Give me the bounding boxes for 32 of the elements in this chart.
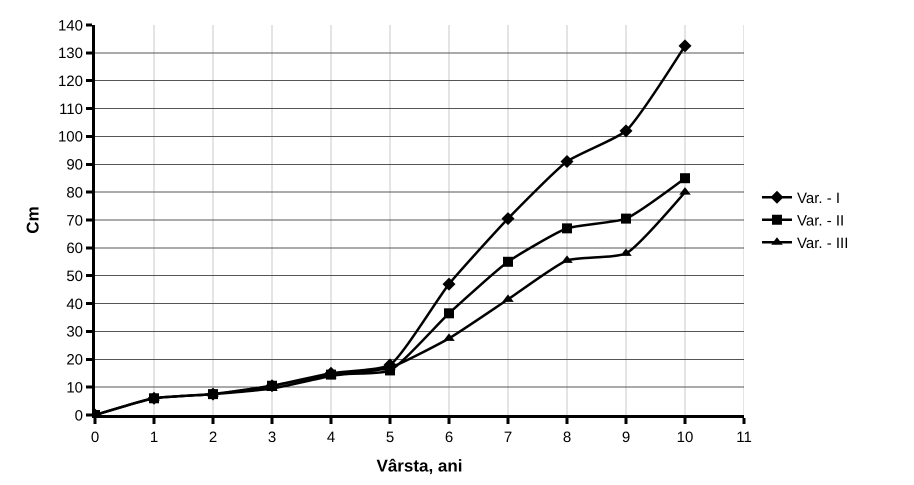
x-tick-label: 11 — [736, 429, 752, 446]
y-tick-label: 50 — [66, 268, 83, 285]
x-tick-label: 3 — [268, 429, 276, 446]
x-tick-label: 2 — [208, 429, 218, 446]
x-tick-label: 9 — [622, 429, 630, 446]
legend-label: Var. - II — [796, 212, 844, 230]
x-tick-label: 8 — [562, 429, 572, 446]
y-tick-label: 110 — [59, 100, 83, 118]
y-tick-label: 140 — [58, 17, 83, 34]
y-tick-label: 40 — [66, 296, 83, 313]
x-tick-label: 1 — [150, 429, 158, 446]
y-tick-label: 80 — [66, 184, 83, 202]
x-tick-label: 10 — [676, 429, 694, 446]
y-tick-label: 20 — [66, 352, 83, 369]
legend-label: Var. - I — [796, 190, 840, 208]
y-tick-label: 60 — [66, 240, 83, 258]
x-tick-label: 7 — [504, 429, 512, 446]
x-tick-label: 0 — [90, 429, 100, 446]
x-tick-label: 4 — [326, 429, 336, 446]
y-axis-title: Cm — [24, 206, 43, 234]
x-axis-title: Vârsta, ani — [376, 456, 462, 476]
y-tick-label: 90 — [66, 156, 83, 174]
y-tick-label: 70 — [66, 212, 83, 230]
legend-label: Var. - III — [796, 235, 848, 252]
y-tick-label: 10 — [66, 379, 83, 396]
y-tick-label: 0 — [74, 407, 83, 424]
x-tick-label: 5 — [386, 429, 394, 446]
y-tick-label: 100 — [58, 128, 83, 146]
y-tick-label: 130 — [58, 45, 83, 62]
y-tick-label: 120 — [58, 72, 83, 90]
y-tick-label: 30 — [66, 324, 83, 341]
x-tick-label: 6 — [444, 429, 454, 446]
